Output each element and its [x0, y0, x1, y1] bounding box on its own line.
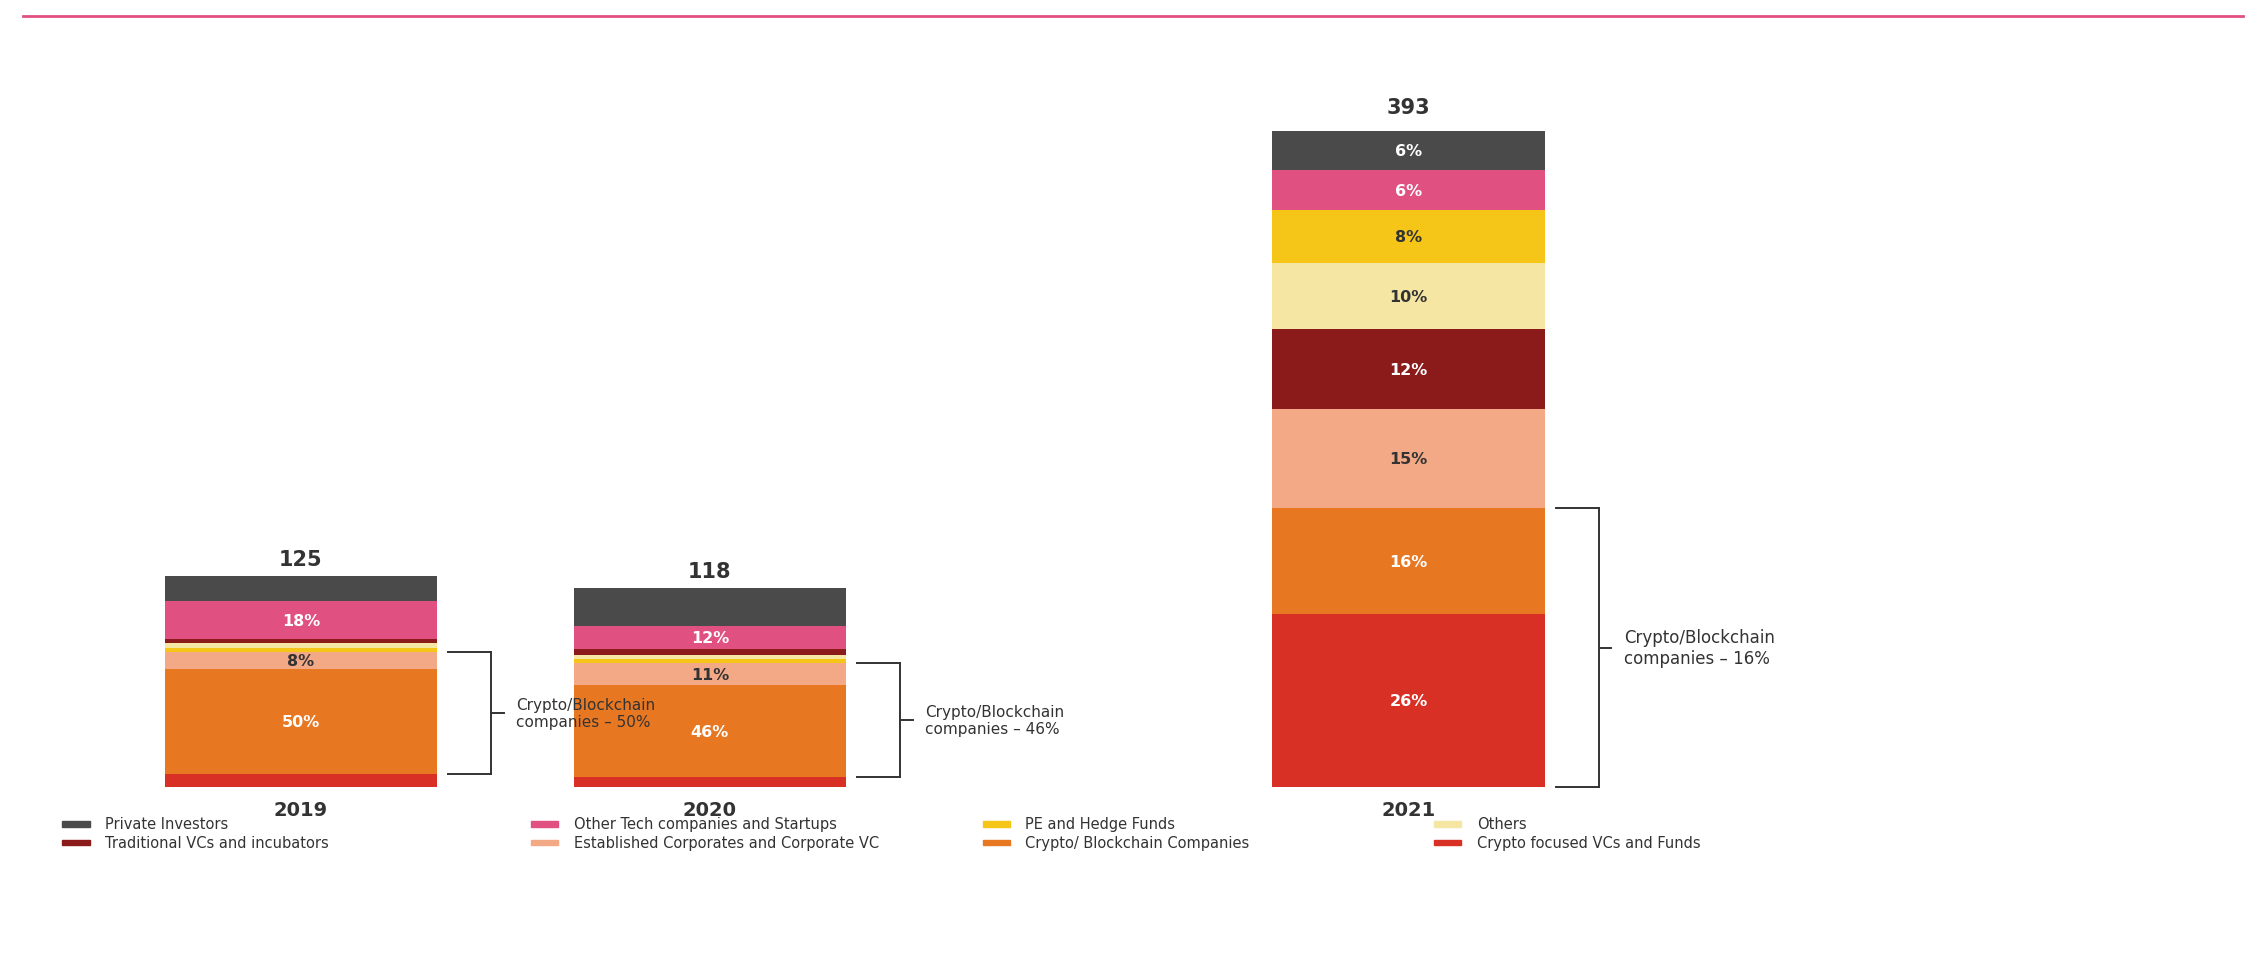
Bar: [1271, 132, 1545, 171]
Bar: [165, 644, 437, 648]
Bar: [63, 840, 91, 845]
Text: 2020: 2020: [682, 800, 736, 819]
Text: 2019: 2019: [274, 800, 329, 819]
Bar: [573, 686, 845, 777]
Text: Other Tech companies and Startups: Other Tech companies and Startups: [573, 817, 836, 831]
Bar: [1271, 264, 1545, 330]
Bar: [1434, 822, 1462, 827]
Text: 10%: 10%: [1389, 289, 1428, 305]
Bar: [530, 822, 557, 827]
Bar: [1271, 171, 1545, 211]
Text: Crypto/ Blockchain Companies: Crypto/ Blockchain Companies: [1024, 835, 1249, 850]
Bar: [573, 626, 845, 650]
Bar: [983, 822, 1011, 827]
Bar: [1271, 330, 1545, 409]
Text: 46%: 46%: [691, 724, 730, 739]
Bar: [573, 650, 845, 656]
Bar: [165, 576, 437, 602]
Text: Crypto/Blockchain
companies – 16%: Crypto/Blockchain companies – 16%: [1625, 628, 1774, 667]
Bar: [1271, 409, 1545, 509]
Text: 16%: 16%: [1389, 554, 1428, 570]
Text: Crypto/Blockchain
companies – 46%: Crypto/Blockchain companies – 46%: [925, 704, 1065, 737]
Text: 6%: 6%: [1396, 184, 1423, 198]
Bar: [165, 669, 437, 775]
Bar: [165, 640, 437, 644]
Text: Crypto focused VCs and Funds: Crypto focused VCs and Funds: [1477, 835, 1700, 850]
Bar: [1271, 509, 1545, 615]
Bar: [165, 775, 437, 786]
Text: PE and Hedge Funds: PE and Hedge Funds: [1024, 817, 1176, 831]
Bar: [165, 602, 437, 640]
Text: 393: 393: [1387, 99, 1430, 118]
Text: Established Corporates and Corporate VC: Established Corporates and Corporate VC: [573, 835, 879, 850]
Bar: [1271, 125, 1545, 132]
Text: 50%: 50%: [281, 714, 320, 729]
Text: Crypto/Blockchain
companies – 50%: Crypto/Blockchain companies – 50%: [517, 697, 655, 730]
Bar: [983, 840, 1011, 845]
Text: 15%: 15%: [1389, 451, 1428, 467]
Bar: [573, 588, 845, 626]
Text: 18%: 18%: [281, 614, 320, 628]
Text: 8%: 8%: [1396, 230, 1423, 245]
Bar: [573, 656, 845, 659]
Bar: [165, 653, 437, 669]
Bar: [63, 822, 91, 827]
Text: Traditional VCs and incubators: Traditional VCs and incubators: [104, 835, 329, 850]
Bar: [1434, 840, 1462, 845]
Bar: [530, 840, 557, 845]
Bar: [573, 663, 845, 686]
Bar: [1271, 211, 1545, 264]
Text: 6%: 6%: [1396, 144, 1423, 159]
Text: 11%: 11%: [691, 667, 730, 682]
Bar: [1271, 615, 1545, 786]
Bar: [573, 659, 845, 663]
Bar: [573, 777, 845, 786]
Text: 12%: 12%: [1389, 362, 1428, 377]
Text: 26%: 26%: [1389, 694, 1428, 708]
Text: 125: 125: [279, 550, 322, 570]
Text: 2021: 2021: [1382, 800, 1437, 819]
Text: 12%: 12%: [691, 630, 730, 646]
Text: 118: 118: [689, 562, 732, 581]
Text: Others: Others: [1477, 817, 1527, 831]
Text: Private Investors: Private Investors: [104, 817, 229, 831]
Bar: [165, 648, 437, 653]
Text: 8%: 8%: [288, 653, 315, 668]
